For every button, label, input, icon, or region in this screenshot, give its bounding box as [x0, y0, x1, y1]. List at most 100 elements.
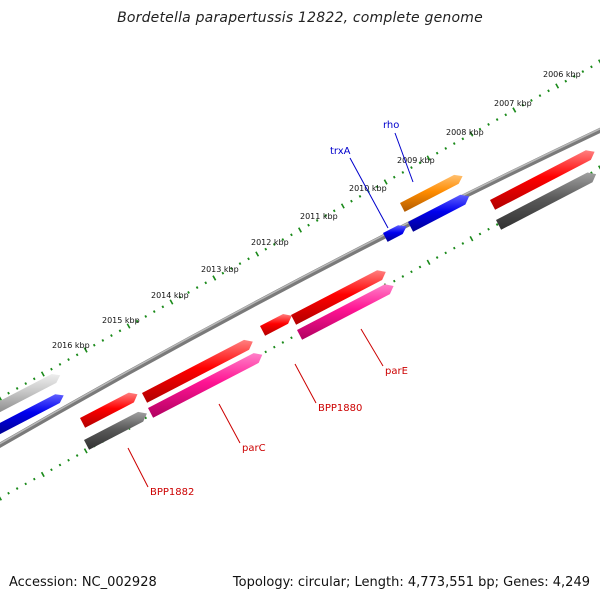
inner-scale-tick: [0, 496, 2, 501]
topology-text: Topology: circular; Length: 4,773,551 bp…: [232, 575, 590, 590]
inner-scale-tick: [58, 463, 62, 467]
gene-feature[interactable]: [84, 411, 147, 450]
inner-scale-tick: [435, 256, 439, 259]
scale-label: 2014 kbp: [151, 291, 189, 300]
scale-labels: 2006 kbp 2007 kbp 2008 kbp 2009 kbp 2010 kbp…: [52, 70, 581, 350]
inner-scale-tick: [273, 345, 276, 349]
gene-feature[interactable]: [400, 174, 463, 212]
outer-scale-tick: [478, 127, 482, 131]
gene-feature[interactable]: [260, 314, 292, 336]
outer-scale-tick: [230, 266, 233, 270]
scale-label: 2008 kbp: [446, 128, 484, 137]
outer-scale-tick: [110, 334, 113, 338]
gene-label-connector: [394, 132, 414, 183]
accession-text: Accession: NC_002928: [9, 575, 157, 590]
outer-scale-tick: [264, 247, 268, 251]
outer-scale-tick: [487, 122, 490, 126]
outer-scale-tick: [504, 113, 508, 117]
gene-label-bpp1880[interactable]: BPP1880: [318, 403, 362, 414]
outer-scale-tick: [255, 251, 260, 257]
gene-feature[interactable]: [291, 270, 386, 325]
gene-feature[interactable]: [0, 394, 64, 435]
scale-label: 2007 kbp: [494, 99, 532, 108]
outer-scale-tick: [315, 218, 319, 222]
outer-scale-tick: [195, 286, 199, 290]
inner-scale-tick: [495, 223, 499, 226]
gene-feature[interactable]: [490, 150, 595, 210]
gene-label-connector: [218, 403, 241, 444]
outer-scale-tick: [435, 151, 439, 155]
gene-label-parc[interactable]: parC: [242, 443, 266, 454]
outer-scale-tick: [204, 281, 208, 285]
scale-label: 2009 kbp: [397, 156, 435, 165]
inner-scale-tick: [15, 487, 19, 490]
outer-scale-tick: [0, 396, 2, 401]
gene-label-rho[interactable]: rho: [383, 120, 399, 131]
outer-scale-tick: [307, 223, 310, 227]
gene-feature[interactable]: [80, 392, 138, 428]
outer-scale-tick: [444, 146, 448, 150]
genome-backbone-highlight: [0, 128, 600, 445]
outer-scale-tick: [358, 194, 362, 198]
outer-scale-tick: [452, 142, 456, 146]
gene-label-pare[interactable]: parE: [385, 366, 408, 377]
gene-label-connector: [294, 363, 317, 404]
outer-scale-tick: [15, 386, 19, 390]
inner-scale-tick: [426, 259, 431, 265]
outer-scale-tick: [581, 70, 585, 74]
gene-feature[interactable]: [383, 225, 407, 242]
inner-scale-tick: [75, 454, 79, 457]
gene-feature[interactable]: [496, 172, 597, 230]
gene-feature[interactable]: [408, 194, 470, 232]
inner-scale-tick: [7, 491, 10, 495]
gene-feature[interactable]: [297, 284, 394, 340]
outer-scale-tick: [92, 343, 96, 347]
inner-scale-tick: [487, 227, 490, 231]
inner-scale-tick: [401, 275, 405, 278]
inner-scale-tick: [598, 165, 600, 170]
inner-scale-tick: [478, 232, 482, 236]
outer-scale-tick: [392, 175, 396, 179]
scale-label: 2010 kbp: [349, 184, 387, 193]
outer-scale-tick: [238, 262, 242, 266]
inner-scale-tick: [50, 468, 53, 472]
outer-scale-tick: [144, 314, 148, 318]
inner-scale-tick: [24, 482, 27, 486]
scale-label: 2016 kbp: [52, 341, 90, 350]
outer-scale-tick: [126, 323, 131, 329]
inner-scale-tick: [444, 251, 447, 255]
outer-scale-tick: [187, 290, 190, 294]
outer-scale-tick: [324, 214, 328, 218]
inner-scale-tick: [469, 236, 474, 242]
scale-label: 2012 kbp: [251, 238, 289, 247]
scale-label: 2015 kbp: [102, 316, 140, 325]
outer-scale-tick: [598, 59, 600, 64]
outer-scale-tick: [564, 79, 568, 83]
gene-features: [0, 150, 597, 450]
gene-label-trxa[interactable]: trxA: [330, 146, 351, 157]
outer-scale-tick: [58, 362, 62, 366]
gene-label-connector: [127, 447, 149, 488]
inner-scale-tick: [67, 458, 70, 462]
outer-scale-tick: [538, 94, 542, 98]
gene-label-bpp1882[interactable]: BPP1882: [150, 487, 194, 498]
gene-label-connector: [349, 157, 389, 229]
outer-scale-tick: [221, 271, 225, 275]
outer-scale-tick: [75, 353, 79, 357]
gene-feature[interactable]: [148, 353, 263, 418]
outer-scale-tick: [401, 170, 405, 174]
gene-labels: rho trxA parE BPP1880 parC BPP1882: [127, 120, 414, 498]
scale-label: 2006 kbp: [543, 70, 581, 79]
inner-scale-tick: [40, 471, 45, 478]
outer-scale-tick: [50, 367, 53, 371]
genome-backbone: [0, 127, 600, 449]
gene-feature[interactable]: [0, 374, 61, 413]
outer-scale-tick: [32, 377, 36, 381]
outer-scale-tick: [247, 257, 250, 261]
outer-scale-tick: [24, 382, 28, 386]
outer-scale-tick: [461, 137, 465, 141]
outer-scale-tick: [332, 209, 336, 213]
gene-feature[interactable]: [142, 339, 253, 403]
inner-scale-tick: [33, 477, 36, 481]
